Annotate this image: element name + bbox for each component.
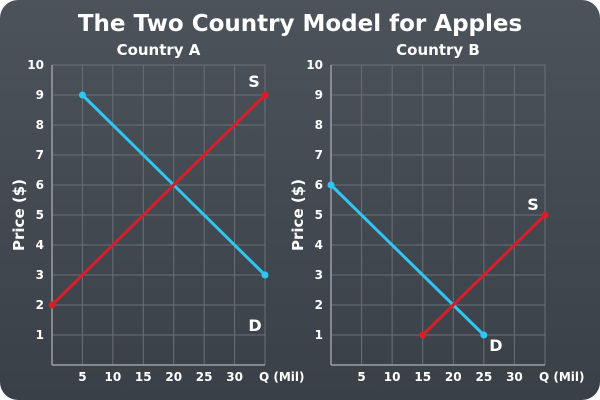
supply-point: [419, 331, 427, 339]
y-tick-label: 9: [315, 88, 323, 102]
x-tick-label: 10: [105, 370, 122, 384]
y-tick-label: 3: [36, 268, 44, 282]
y-tick-label: 2: [315, 298, 323, 312]
panel-country-a: Country A 1 2 3 4 5 6 7 8 9 10 5 10 15 20 25 30 Q (Mil) Pr…: [10, 41, 305, 384]
supply-curve-label: S: [248, 72, 260, 91]
supply-point: [261, 91, 269, 99]
y-tick-label: 1: [315, 328, 323, 342]
y-tick-label: 7: [36, 148, 44, 162]
y-tick-label: 10: [27, 58, 44, 72]
x-tick-label: 25: [196, 370, 213, 384]
demand-curve: [329, 183, 486, 337]
y-tick-label: 8: [36, 118, 44, 132]
x-tick-label: 10: [384, 370, 401, 384]
panel-title: Country A: [117, 41, 201, 59]
y-tick-label: 1: [36, 328, 44, 342]
x-tick-label: 20: [445, 370, 462, 384]
y-tick-label: 3: [315, 268, 323, 282]
y-tick-label: 5: [315, 208, 323, 222]
x-tick-label: 30: [506, 370, 523, 384]
y-tick-label: 4: [36, 238, 44, 252]
supply-curve: [421, 213, 547, 337]
y-tick-label: 9: [36, 88, 44, 102]
x-tick-label: 20: [165, 370, 182, 384]
y-tick-label: 2: [36, 298, 44, 312]
x-tick-label: 5: [78, 370, 86, 384]
supply-curve-label: S: [527, 195, 539, 214]
supply-point: [541, 211, 549, 219]
x-tick-label: 15: [135, 370, 152, 384]
panel-title: Country B: [396, 41, 480, 59]
y-tick-label: 6: [36, 178, 44, 192]
demand-curve-label: D: [489, 336, 502, 355]
y-tick-label: 7: [315, 148, 323, 162]
demand-point: [480, 331, 488, 339]
y-tick-label: 5: [36, 208, 44, 222]
demand-point: [327, 181, 335, 189]
x-axis-label: Q (Mil): [539, 370, 585, 384]
demand-curve-label: D: [248, 316, 261, 335]
demand-point: [78, 91, 86, 99]
y-tick-label: 10: [306, 58, 323, 72]
x-tick-label: 30: [226, 370, 243, 384]
x-tick-label: 5: [357, 370, 365, 384]
y-axis-label: Price ($): [10, 179, 28, 251]
supply-curve: [50, 93, 267, 307]
x-tick-label: 15: [414, 370, 431, 384]
chart-title: The Two Country Model for Apples: [78, 11, 522, 37]
y-tick-label: 6: [315, 178, 323, 192]
panel-country-b: Country B 1 2 3 4 5 6 7 8 9 10 5 10 15 20 25 30 Q (Mil) Pr…: [289, 41, 585, 384]
x-tick-label: 25: [476, 370, 493, 384]
y-axis-label: Price ($): [289, 179, 307, 251]
x-axis-label: Q (Mil): [259, 370, 305, 384]
demand-point: [261, 271, 269, 279]
y-tick-label: 4: [315, 238, 323, 252]
supply-point: [48, 301, 56, 309]
y-tick-label: 8: [315, 118, 323, 132]
